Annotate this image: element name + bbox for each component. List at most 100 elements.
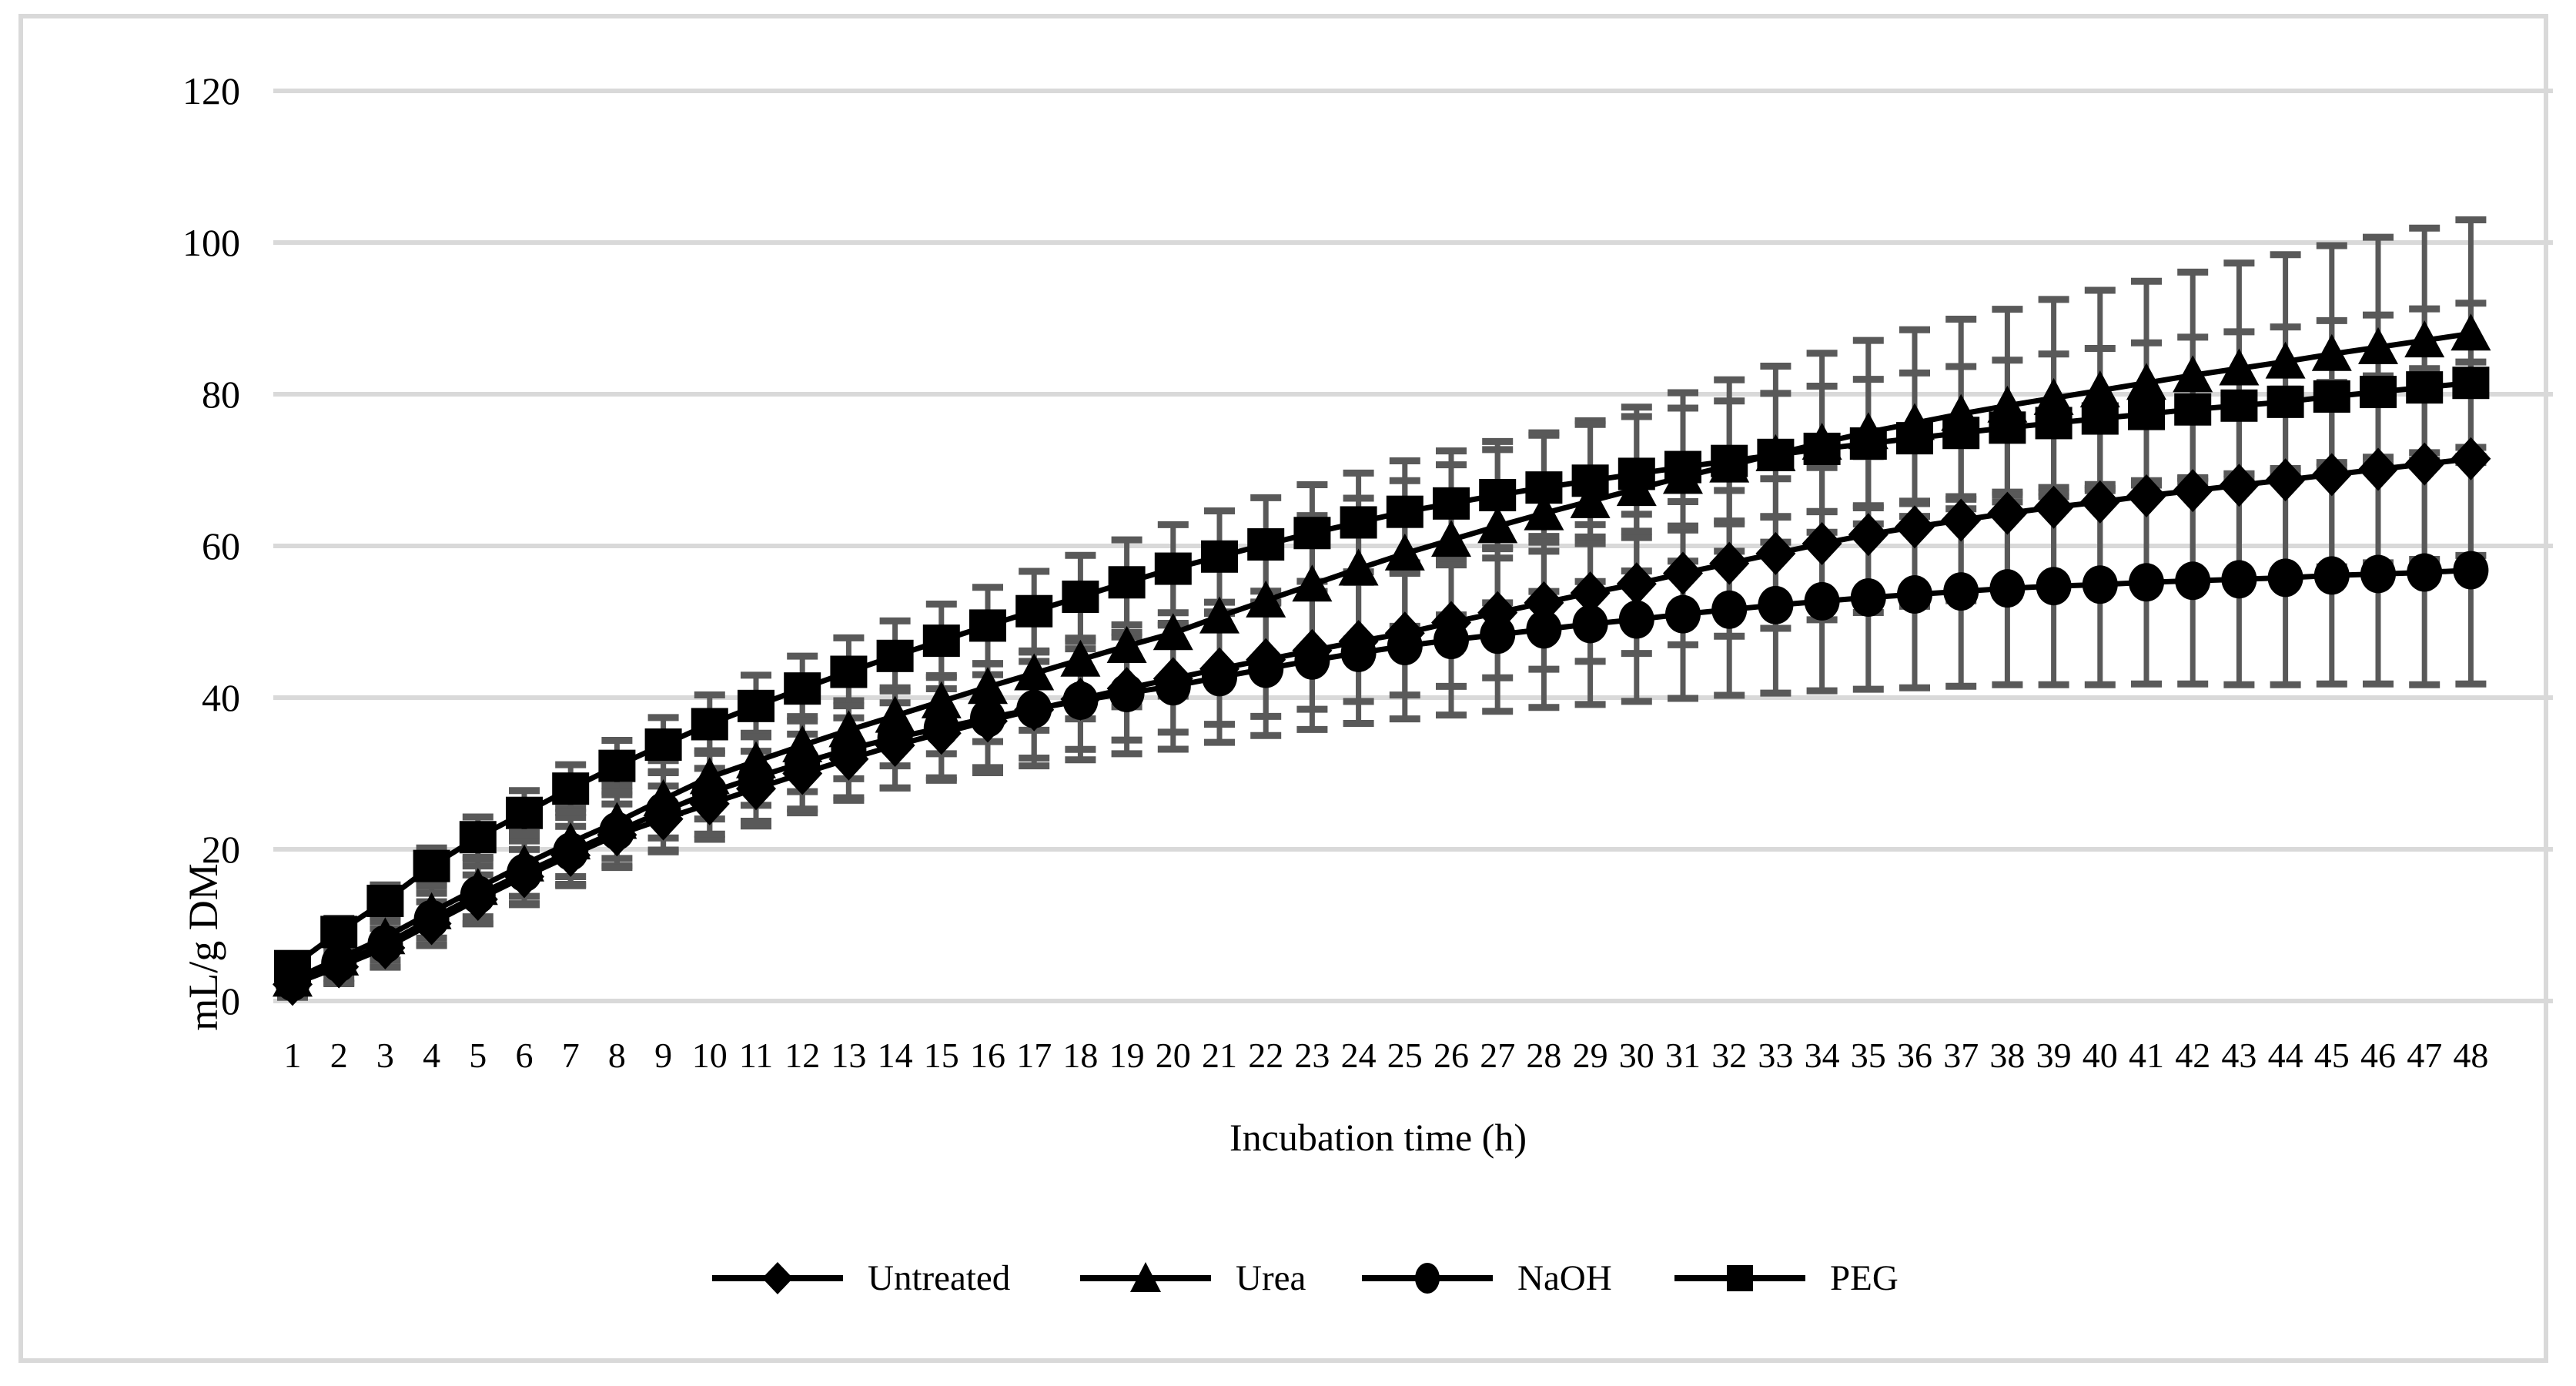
marker-circle bbox=[1572, 604, 1608, 644]
x-tick-label: 14 bbox=[878, 1036, 913, 1075]
marker-circle bbox=[1897, 575, 1932, 614]
untreated-diamond-icon bbox=[712, 1262, 843, 1294]
marker-triangle bbox=[968, 667, 1008, 705]
naoh-circle-icon bbox=[1362, 1263, 1493, 1294]
marker-circle bbox=[1155, 667, 1191, 706]
x-tick-label: 4 bbox=[423, 1036, 440, 1075]
marker-square bbox=[506, 796, 543, 829]
marker-square bbox=[2035, 407, 2073, 440]
marker-circle bbox=[1804, 581, 1840, 621]
marker-diamond bbox=[1755, 531, 1796, 575]
marker-circle bbox=[1526, 610, 1562, 649]
marker-circle bbox=[1665, 594, 1701, 634]
marker-square bbox=[2220, 389, 2258, 422]
peg-square-icon bbox=[1674, 1265, 1805, 1291]
marker-square bbox=[2452, 367, 2490, 400]
marker-diamond bbox=[1941, 498, 1982, 542]
marker-circle bbox=[1294, 641, 1330, 680]
marker-circle bbox=[831, 729, 867, 768]
x-tick-label: 41 bbox=[2129, 1036, 2164, 1075]
x-tick-label: 29 bbox=[1573, 1036, 1608, 1075]
x-tick-label: 45 bbox=[2314, 1036, 2350, 1075]
marker-square bbox=[552, 772, 590, 805]
x-tick-label: 40 bbox=[2083, 1036, 2118, 1075]
marker-triangle bbox=[2173, 355, 2213, 393]
x-tick-label: 13 bbox=[831, 1036, 866, 1075]
marker-square bbox=[1154, 552, 1192, 585]
marker-square bbox=[1247, 528, 1285, 561]
marker-circle bbox=[1480, 615, 1516, 654]
figure-frame bbox=[18, 14, 2548, 1363]
marker-triangle bbox=[1338, 548, 1379, 586]
marker-diamond bbox=[1848, 513, 1889, 557]
x-axis-title: Incubation time (h) bbox=[1229, 1116, 1527, 1159]
marker-square bbox=[459, 821, 497, 854]
x-tick-label: 11 bbox=[739, 1036, 773, 1075]
marker-circle bbox=[2129, 563, 2164, 602]
x-tick-label: 34 bbox=[1805, 1036, 1840, 1075]
x-tick-label: 17 bbox=[1016, 1036, 1052, 1075]
marker-circle bbox=[1618, 600, 1654, 639]
legend-label: Untreated bbox=[868, 1258, 1011, 1298]
legend-item-naoh: NaOH bbox=[1362, 1255, 1612, 1301]
marker-square bbox=[2128, 397, 2165, 430]
x-tick-label: 12 bbox=[785, 1036, 820, 1075]
marker-circle bbox=[1062, 681, 1099, 720]
marker-square bbox=[1664, 450, 1701, 484]
marker-circle bbox=[367, 925, 403, 964]
marker-circle bbox=[2360, 554, 2396, 594]
marker-circle bbox=[2313, 556, 2350, 595]
marker-square bbox=[2406, 371, 2444, 404]
marker-triangle bbox=[1431, 520, 1471, 557]
marker-triangle bbox=[1570, 480, 1611, 518]
marker-triangle bbox=[1384, 533, 1425, 571]
marker-diamond bbox=[2265, 458, 2306, 502]
marker-circle bbox=[877, 718, 913, 758]
legend-item-urea: Urea bbox=[1080, 1255, 1306, 1301]
marker-square bbox=[830, 655, 868, 688]
marker-square bbox=[876, 639, 914, 672]
x-tick-label: 19 bbox=[1109, 1036, 1145, 1075]
marker-triangle bbox=[1292, 564, 1333, 602]
marker-square bbox=[1757, 438, 1795, 471]
legend-item-peg: PEG bbox=[1674, 1255, 1899, 1301]
marker-circle bbox=[1989, 569, 2026, 608]
marker-square bbox=[1896, 422, 1933, 455]
marker-circle bbox=[1340, 633, 1377, 672]
x-tick-label: 8 bbox=[608, 1036, 626, 1075]
marker-triangle bbox=[2033, 377, 2074, 415]
marker-circle bbox=[413, 899, 450, 939]
marker-triangle bbox=[921, 681, 962, 718]
marker-triangle bbox=[2451, 313, 2491, 351]
x-tick-label: 24 bbox=[1341, 1036, 1377, 1075]
marker-triangle bbox=[2079, 370, 2120, 408]
marker-square bbox=[1015, 594, 1053, 628]
y-tick-label: 20 bbox=[202, 828, 240, 871]
marker-square bbox=[1201, 540, 1238, 573]
x-tick-label: 33 bbox=[1758, 1036, 1793, 1075]
x-tick-label: 32 bbox=[1711, 1036, 1747, 1075]
x-tick-label: 21 bbox=[1202, 1036, 1237, 1075]
marker-diamond bbox=[2404, 442, 2445, 486]
x-tick-label: 46 bbox=[2360, 1036, 2396, 1075]
x-tick-label: 48 bbox=[2453, 1036, 2488, 1075]
marker-circle bbox=[1016, 689, 1052, 728]
marker-diamond bbox=[2451, 437, 2491, 480]
marker-square bbox=[1989, 411, 2026, 444]
y-tick-label: 100 bbox=[182, 221, 240, 264]
x-tick-label: 16 bbox=[970, 1036, 1005, 1075]
marker-circle bbox=[1248, 649, 1284, 688]
marker-triangle bbox=[1106, 626, 1147, 664]
marker-circle bbox=[1711, 590, 1748, 629]
marker-circle bbox=[2221, 560, 2257, 599]
marker-circle bbox=[1850, 578, 1886, 617]
marker-circle bbox=[785, 743, 821, 782]
marker-diamond bbox=[2033, 485, 2074, 529]
x-tick-label: 23 bbox=[1294, 1036, 1330, 1075]
marker-square bbox=[691, 708, 728, 741]
marker-circle bbox=[1109, 674, 1145, 713]
marker-triangle bbox=[2311, 333, 2352, 371]
marker-circle bbox=[2036, 567, 2072, 606]
marker-square bbox=[598, 749, 636, 782]
